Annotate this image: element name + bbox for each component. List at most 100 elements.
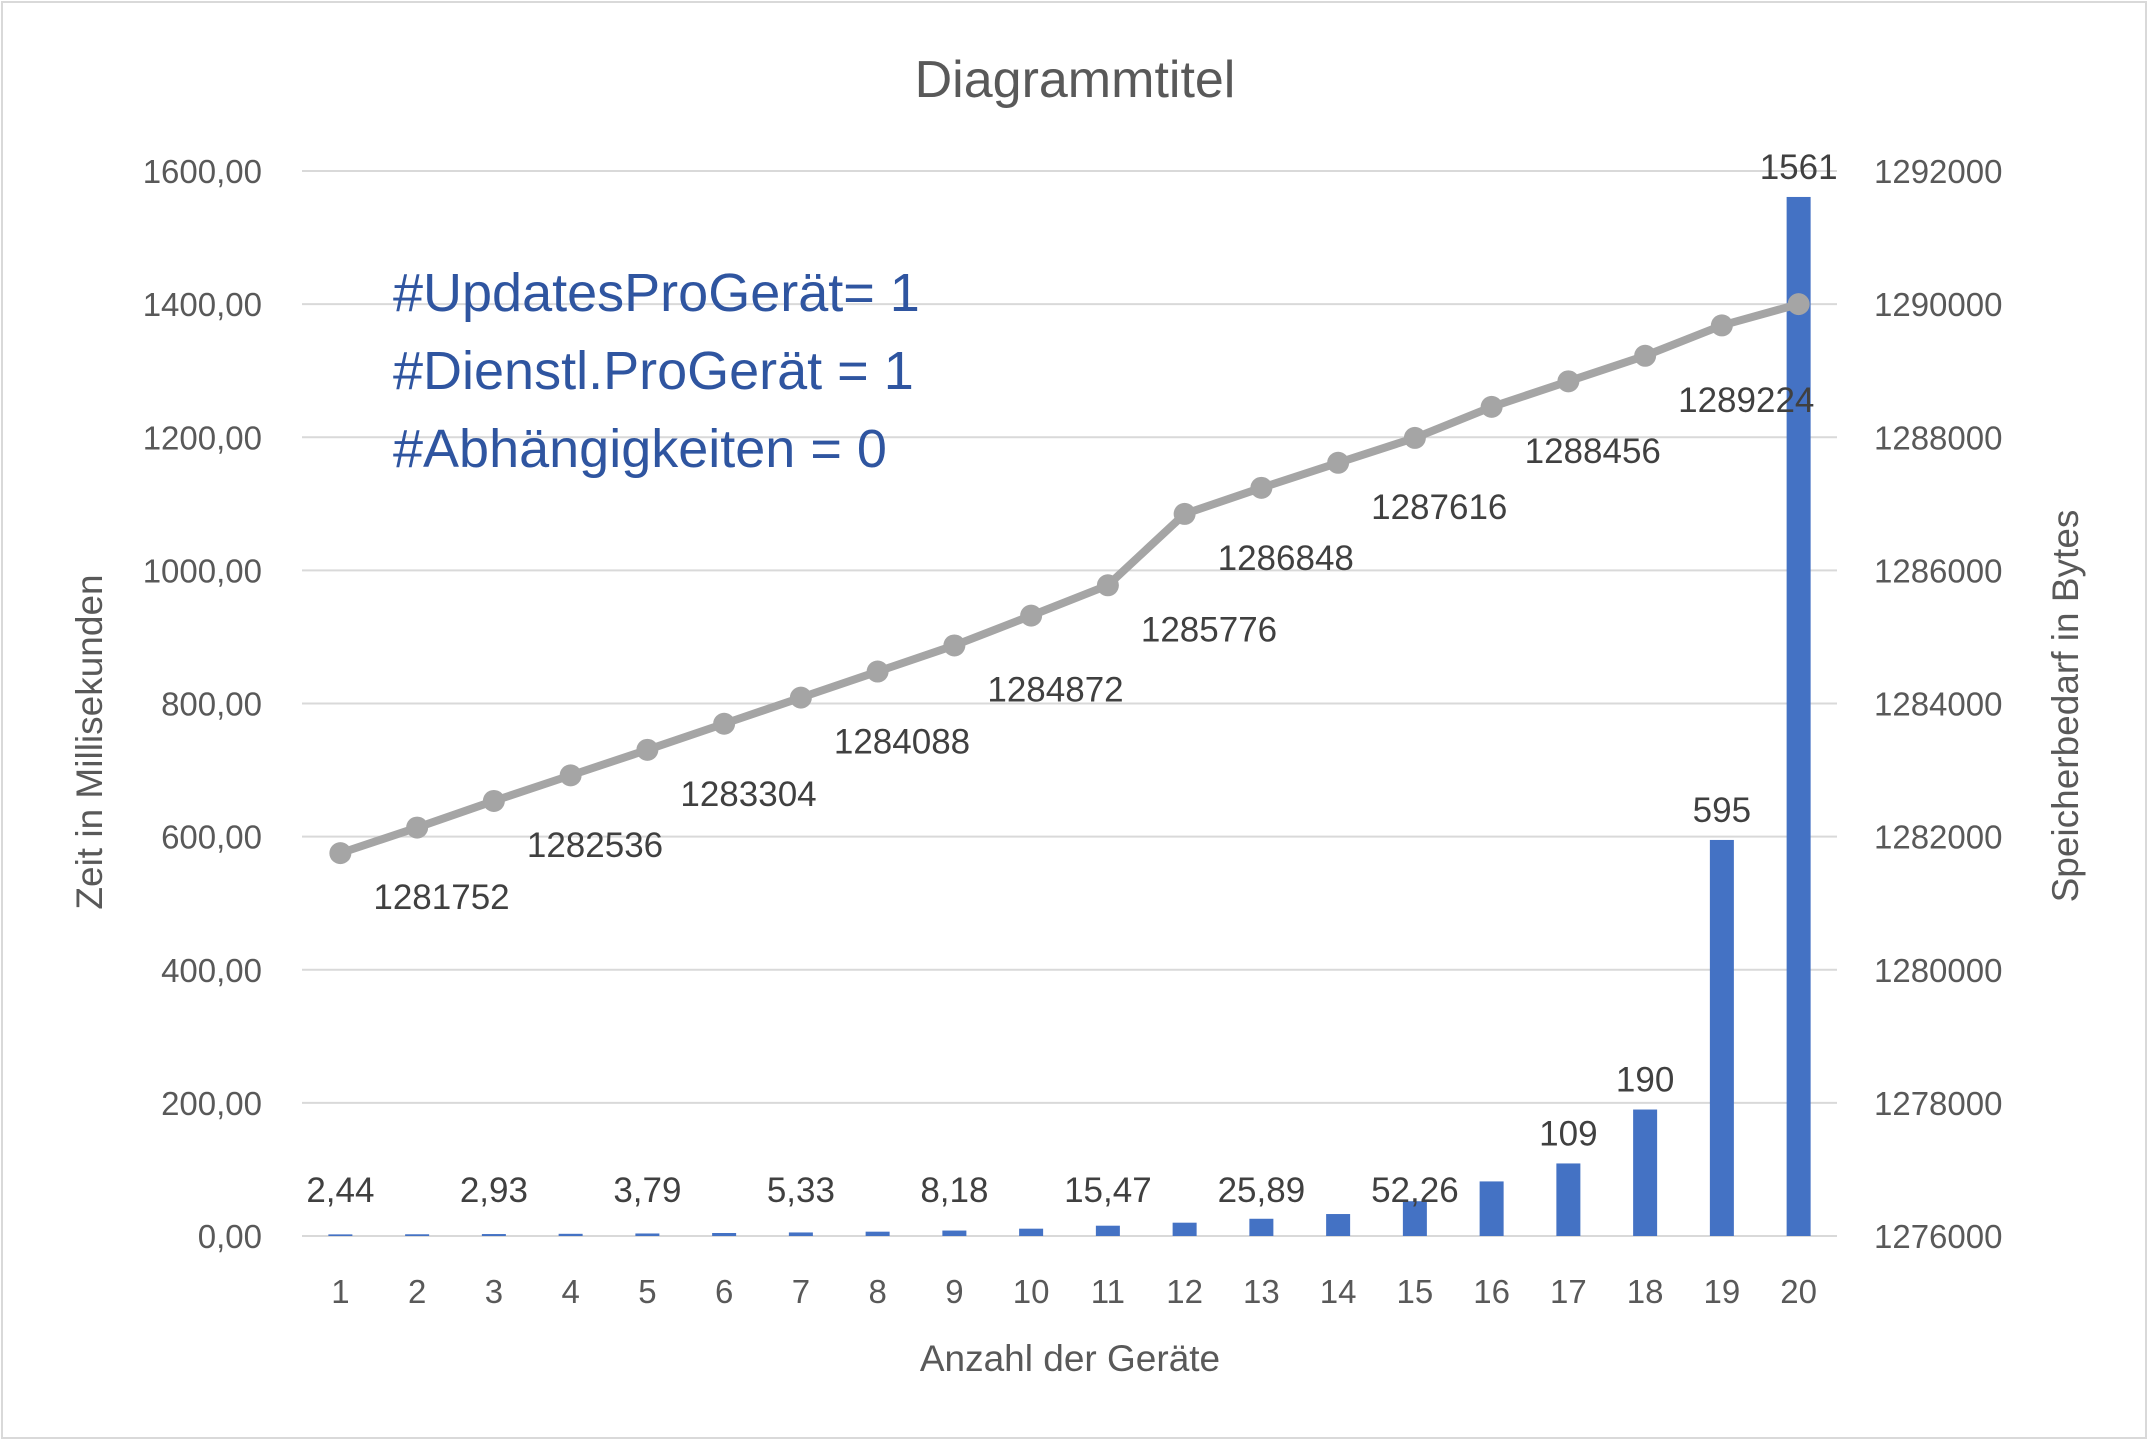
bar bbox=[1019, 1228, 1044, 1236]
bar bbox=[1249, 1218, 1274, 1236]
bar bbox=[481, 1234, 506, 1236]
x-tick-label: 15 bbox=[1397, 1273, 1434, 1310]
x-tick-label: 4 bbox=[561, 1273, 579, 1310]
annotation-updates: #UpdatesProGerät= 1 bbox=[393, 263, 920, 323]
line-point bbox=[482, 789, 505, 812]
right-axis-title: Speicherbedarf in Bytes bbox=[2045, 510, 2086, 903]
gridlines bbox=[302, 170, 1837, 1237]
x-axis-ticks: 1 2 3 4 5 6 7 8 9 10 11 12 13 14 15 16 17 18 19 20 bbox=[331, 1273, 1817, 1310]
line-point bbox=[1250, 476, 1273, 499]
line-point bbox=[1020, 604, 1043, 627]
x-tick-label: 5 bbox=[638, 1273, 656, 1310]
bar-data-label: 25,89 bbox=[1218, 1171, 1306, 1210]
left-tick-label: 400,00 bbox=[161, 952, 262, 989]
left-tick-label: 1400,00 bbox=[143, 286, 262, 323]
bar bbox=[865, 1231, 890, 1236]
bar-data-label: 15,47 bbox=[1064, 1171, 1152, 1210]
x-tick-label: 1 bbox=[331, 1273, 349, 1310]
right-tick-label: 1292000 bbox=[1874, 153, 2002, 190]
bar-data-label: 190 bbox=[1616, 1061, 1674, 1100]
line-point bbox=[1096, 574, 1119, 597]
line-point bbox=[1403, 426, 1426, 449]
x-tick-label: 8 bbox=[868, 1273, 886, 1310]
left-axis-title: Zeit in Millisekunden bbox=[69, 574, 110, 909]
line-data-label: 1283304 bbox=[680, 775, 816, 814]
bar bbox=[1709, 839, 1734, 1236]
line-data-label: 1284872 bbox=[987, 670, 1123, 709]
line-point bbox=[943, 634, 966, 657]
line-point bbox=[866, 660, 889, 683]
bar bbox=[558, 1233, 583, 1236]
line-data-label: 1288456 bbox=[1525, 432, 1661, 471]
line-point bbox=[329, 842, 352, 865]
line-data-label: 1289224 bbox=[1678, 381, 1814, 420]
right-tick-label: 1286000 bbox=[1874, 552, 2002, 589]
right-tick-label: 1284000 bbox=[1874, 686, 2002, 723]
line-point bbox=[636, 738, 659, 761]
x-tick-label: 12 bbox=[1166, 1273, 1203, 1310]
bar bbox=[1095, 1225, 1120, 1236]
bar-data-label: 5,33 bbox=[767, 1171, 835, 1210]
bar bbox=[712, 1233, 737, 1236]
left-tick-label: 1200,00 bbox=[143, 419, 262, 456]
x-tick-label: 7 bbox=[792, 1273, 810, 1310]
left-tick-label: 1000,00 bbox=[143, 552, 262, 589]
x-tick-label: 11 bbox=[1091, 1273, 1125, 1310]
bar bbox=[1556, 1163, 1581, 1236]
x-tick-label: 6 bbox=[715, 1273, 733, 1310]
line-data-label: 1285776 bbox=[1141, 610, 1277, 649]
x-tick-label: 3 bbox=[485, 1273, 503, 1310]
line-point bbox=[1327, 451, 1350, 474]
right-tick-label: 1278000 bbox=[1874, 1085, 2002, 1122]
line-point bbox=[1787, 293, 1810, 316]
left-tick-label: 1600,00 bbox=[143, 153, 262, 190]
x-tick-label: 13 bbox=[1243, 1273, 1280, 1310]
bar-data-label: 595 bbox=[1693, 791, 1751, 830]
x-tick-label: 19 bbox=[1704, 1273, 1741, 1310]
bar bbox=[1172, 1222, 1197, 1236]
x-tick-label: 2 bbox=[408, 1273, 426, 1310]
right-tick-label: 1290000 bbox=[1874, 286, 2002, 323]
bar bbox=[635, 1233, 660, 1236]
x-tick-label: 14 bbox=[1320, 1273, 1357, 1310]
right-tick-label: 1288000 bbox=[1874, 419, 2002, 456]
bar-data-label: 8,18 bbox=[920, 1171, 988, 1210]
annotation-dienste: #Dienstl.ProGerät = 1 bbox=[393, 341, 914, 401]
x-tick-label: 17 bbox=[1550, 1273, 1587, 1310]
bar-data-label: 3,79 bbox=[613, 1171, 681, 1210]
left-tick-label: 200,00 bbox=[161, 1085, 262, 1122]
line-point bbox=[559, 764, 582, 787]
line-point bbox=[1634, 344, 1657, 367]
data-labels: 2,44 2,93 3,79 5,33 8,18 15,47 25,89 52,26 109 19… bbox=[306, 148, 1837, 1210]
line-point bbox=[406, 816, 429, 839]
x-tick-label: 9 bbox=[945, 1273, 963, 1310]
bar bbox=[1402, 1201, 1427, 1236]
bar bbox=[1479, 1181, 1504, 1236]
line-point bbox=[713, 712, 736, 735]
bar bbox=[942, 1230, 967, 1236]
bar bbox=[1326, 1214, 1351, 1236]
line-data-label: 1284088 bbox=[834, 723, 970, 762]
x-axis-title: Anzahl der Geräte bbox=[920, 1338, 1220, 1379]
x-tick-label: 18 bbox=[1627, 1273, 1664, 1310]
bar-data-label: 109 bbox=[1539, 1114, 1597, 1153]
chart-title: Diagrammtitel bbox=[915, 51, 1236, 109]
line-point bbox=[1557, 370, 1580, 393]
bar bbox=[405, 1234, 430, 1236]
bar bbox=[1633, 1109, 1658, 1236]
right-axis-ticks: 1276000 1278000 1280000 1282000 1284000 12860… bbox=[1874, 153, 2002, 1255]
line-point bbox=[1480, 395, 1503, 418]
bar-data-label: 2,44 bbox=[306, 1171, 374, 1210]
line-point bbox=[789, 686, 812, 709]
left-tick-label: 0,00 bbox=[198, 1218, 262, 1255]
line-data-label: 1282536 bbox=[527, 826, 663, 865]
line-point bbox=[1173, 502, 1196, 525]
line-data-label: 1281752 bbox=[373, 878, 509, 917]
bar-series bbox=[328, 196, 1811, 1237]
left-tick-label: 800,00 bbox=[161, 686, 262, 723]
right-tick-label: 1280000 bbox=[1874, 952, 2002, 989]
right-tick-label: 1282000 bbox=[1874, 819, 2002, 856]
line-point bbox=[1710, 314, 1733, 337]
memory-line bbox=[336, 300, 1803, 858]
